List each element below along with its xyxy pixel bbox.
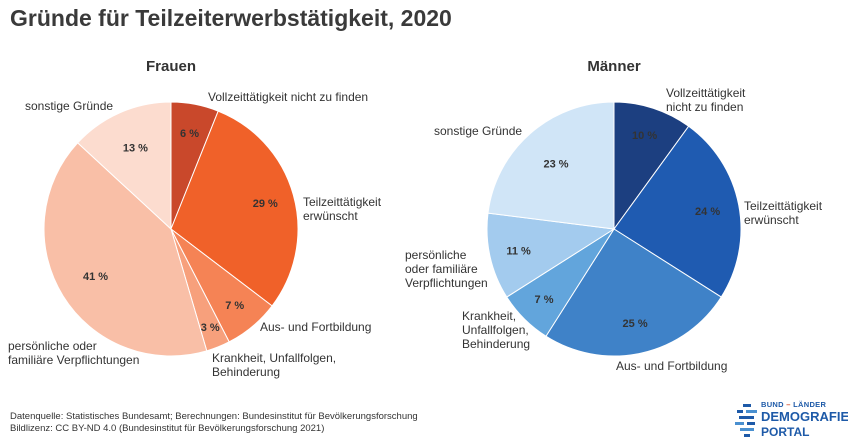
slice-value-label: 10 % <box>632 130 657 142</box>
slice-value-label: 24 % <box>695 206 720 218</box>
pie-slice <box>170 110 299 307</box>
page-title: Gründe für Teilzeiterwerbstätigkeit, 202… <box>10 5 452 31</box>
slice-category-label: Vollzeittätigkeit nicht zu finden <box>666 86 746 114</box>
bund-laender-demografie-portal-logo: BUND – LÄNDER DEMOGRAFIE PORTAL <box>735 400 848 440</box>
footer: Datenquelle: Statistisches Bundesamt; Be… <box>10 411 418 435</box>
pie-slice <box>613 125 742 298</box>
slice-value-label: 29 % <box>253 198 278 210</box>
pie-slice <box>545 228 722 357</box>
slice-value-label: 7 % <box>535 294 554 306</box>
slice-value-label: 3 % <box>201 322 220 334</box>
slice-value-label: 6 % <box>180 128 199 140</box>
pie-slice <box>77 101 172 231</box>
logo-line-3: PORTAL <box>761 425 810 439</box>
logo-mark-icon <box>735 404 757 437</box>
pie-slice <box>487 101 615 230</box>
logo-line-2: DEMOGRAFIE <box>761 409 848 424</box>
slice-category-label: Aus- und Fortbildung <box>260 320 371 334</box>
footer-license: Bildlizenz: CC BY-ND 4.0 (Bundesinstitut… <box>10 423 325 434</box>
slice-category-label: sonstige Gründe <box>434 124 522 138</box>
slice-category-label: Krankheit, Unfallfolgen, Behinderung <box>462 309 530 351</box>
pie-slice <box>43 142 208 357</box>
slice-category-label: Vollzeittätigkeit nicht zu finden <box>208 90 368 104</box>
chart-title-frauen: Frauen <box>146 58 196 75</box>
pie-slice <box>486 212 616 298</box>
slice-category-label: Aus- und Fortbildung <box>616 359 727 373</box>
slice-value-label: 41 % <box>83 271 108 283</box>
slice-value-label: 13 % <box>123 143 148 155</box>
slice-category-label: Krankheit, Unfallfolgen, Behinderung <box>212 351 336 379</box>
slice-value-label: 23 % <box>543 158 568 170</box>
slice-value-label: 11 % <box>506 245 531 257</box>
slice-category-label: Teilzeittätigkeit erwünscht <box>303 195 382 223</box>
slice-category-label: persönliche oder familiäre Verpflichtunge… <box>8 339 139 367</box>
logo-line-1: BUND – LÄNDER <box>761 400 827 409</box>
pie-frauen: 6 % Vollzeittätigkeit nicht zu finden 29 %… <box>8 90 382 379</box>
slice-value-label: 25 % <box>623 318 648 330</box>
slice-category-label: sonstige Gründe <box>25 99 113 113</box>
slice-category-label: Teilzeittätigkeit erwünscht <box>744 199 823 227</box>
chart-title-maenner: Männer <box>587 58 641 75</box>
footer-source: Datenquelle: Statistisches Bundesamt; Be… <box>10 411 418 422</box>
slice-value-label: 7 % <box>225 300 244 312</box>
slice-category-label: persönliche oder familiäre Verpflichtungen <box>405 248 488 290</box>
pie-maenner: 10 % Vollzeittätigkeit nicht zu finden 24 %… <box>405 86 823 373</box>
pie-slice <box>613 101 690 231</box>
